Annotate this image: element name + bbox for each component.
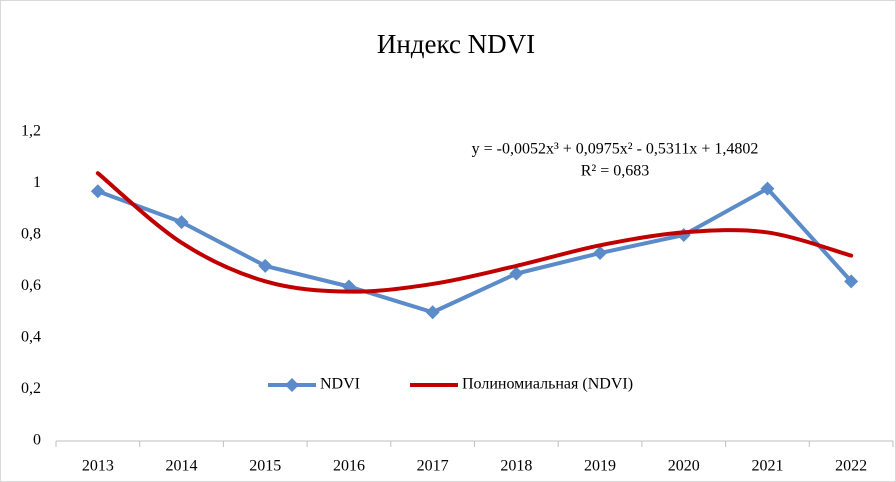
data-point (258, 258, 273, 273)
data-point (90, 184, 105, 199)
x-tick-label: 2016 (333, 458, 365, 475)
x-tick-label: 2021 (751, 458, 783, 475)
series-line (95, 186, 854, 315)
x-tick-label: 2017 (417, 458, 449, 475)
data-point (425, 305, 440, 320)
y-tick-label: 1,2 (21, 123, 41, 140)
y-tick-label: 0,2 (21, 380, 41, 397)
x-tick-label: 2015 (249, 458, 281, 475)
data-point (760, 181, 775, 196)
legend-item: NDVI (268, 376, 360, 393)
y-tick-label: 0,6 (21, 277, 41, 294)
x-tick-label: 2022 (835, 458, 867, 475)
chart-title: Индекс NDVI (377, 29, 535, 59)
y-tick-label: 0 (33, 432, 41, 449)
trend-r-squared: R² = 0,683 (581, 163, 650, 180)
x-tick-label: 2018 (500, 458, 532, 475)
legend-label: NDVI (320, 376, 360, 393)
x-tick-label: 2013 (82, 458, 114, 475)
y-tick-label: 0,8 (21, 226, 41, 243)
data-point (593, 246, 608, 261)
y-tick-label: 0,4 (21, 329, 41, 346)
legend-marker (285, 378, 299, 392)
legend-item: Полиномиальная (NDVI) (410, 376, 633, 393)
trend-equation: y = -0,0052x³ + 0,0975x² - 0,5311x + 1,4… (472, 141, 759, 158)
x-tick-label: 2020 (668, 458, 700, 475)
series-line (95, 171, 854, 294)
x-tick-label: 2019 (584, 458, 616, 475)
legend-label: Полиномиальная (NDVI) (462, 376, 633, 393)
data-point (509, 266, 524, 281)
data-point (174, 215, 189, 230)
x-tick-label: 2014 (166, 458, 198, 475)
y-tick-label: 1 (33, 174, 41, 191)
data-point (844, 274, 859, 289)
